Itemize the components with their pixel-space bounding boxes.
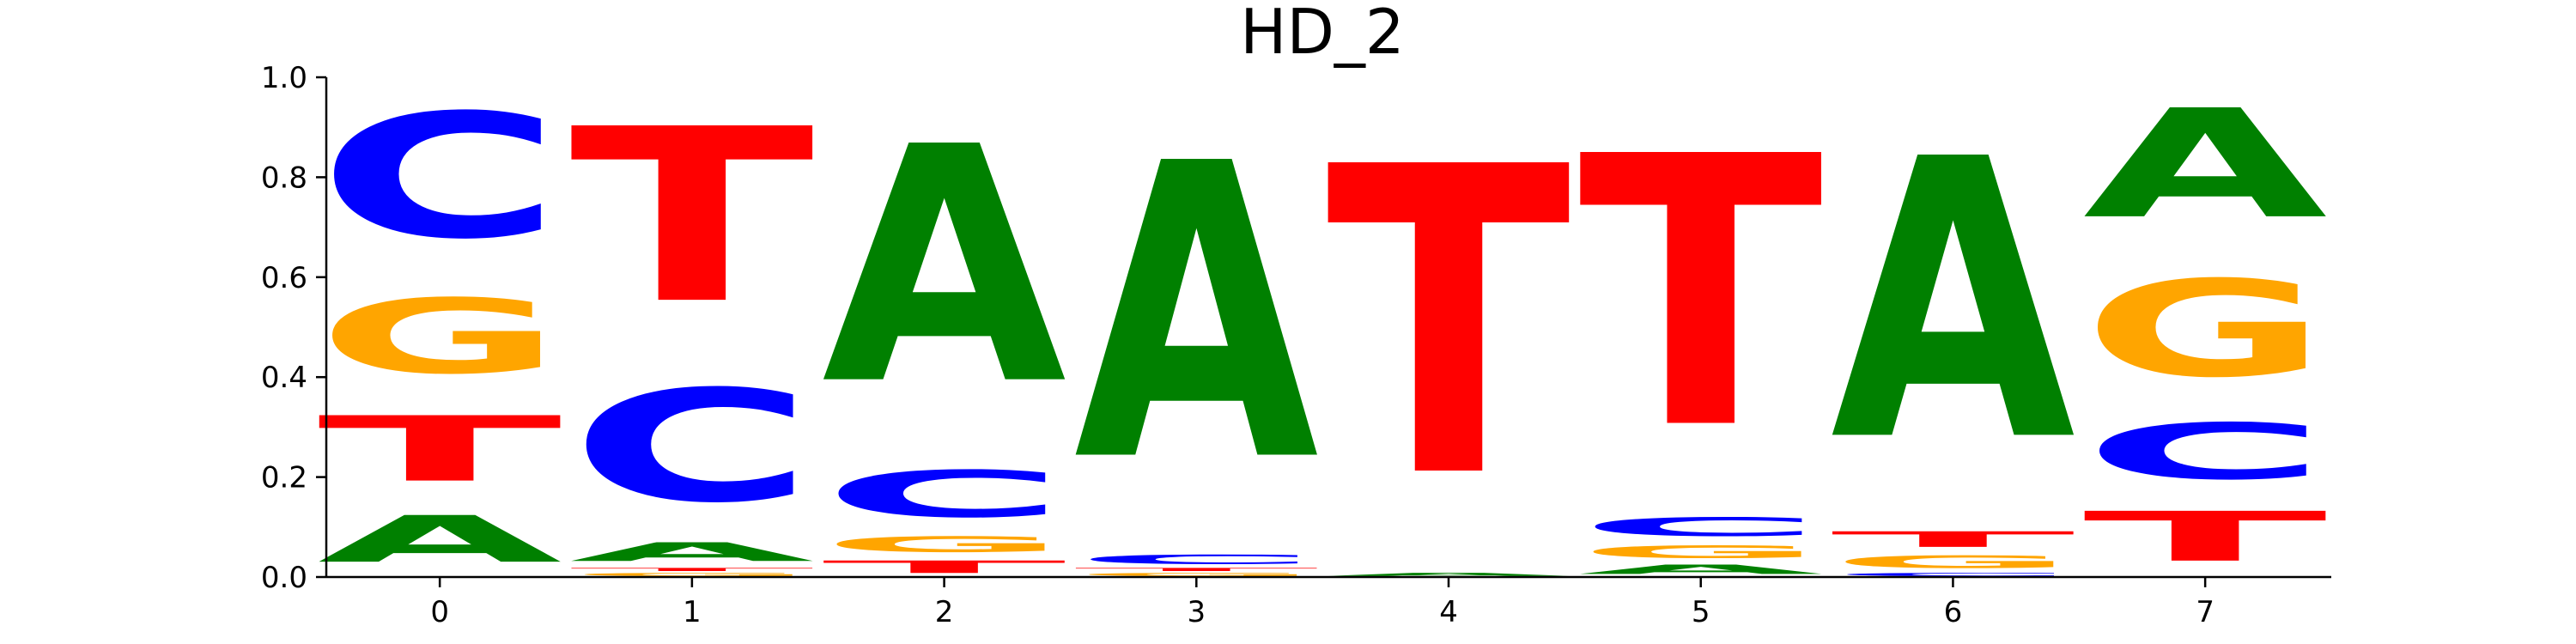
logo-letter-t: T <box>2083 497 2330 577</box>
x-tick-label: 1 <box>683 595 702 629</box>
logo-letter-t: T <box>1578 79 1825 512</box>
logo-letter-t: T <box>1831 527 2077 552</box>
x-tick-label: 0 <box>430 595 449 629</box>
logo-letter-t: T <box>318 398 564 502</box>
x-tick-label: 6 <box>1944 595 1963 629</box>
logo-letter-g: G <box>2083 253 2328 407</box>
logo-letter-c: C <box>822 458 1066 532</box>
chart-title: HD_2 <box>1240 0 1404 68</box>
logo-letter-c: C <box>1074 552 1319 567</box>
x-tick-label: 7 <box>2196 595 2215 629</box>
logo-letter-a: A <box>1831 78 2078 526</box>
logo-letter-a: A <box>569 538 817 568</box>
logo-letter-g: G <box>822 532 1066 557</box>
logo-letter-a: A <box>318 502 565 577</box>
logo-letter-t: T <box>569 567 816 572</box>
logo-letter-a: A <box>822 78 1069 456</box>
logo-letter-t: T <box>1074 567 1321 572</box>
x-tick-label: 2 <box>935 595 954 629</box>
x-tick-label: 4 <box>1439 595 1458 629</box>
axes <box>325 77 2331 579</box>
y-tick-label: 0.6 <box>261 261 307 295</box>
y-tick-label: 0.8 <box>261 161 307 195</box>
x-tick-label: 3 <box>1187 595 1206 629</box>
logo-letter-a: A <box>1327 572 1574 577</box>
logo-letter-c: C <box>569 358 814 538</box>
x-axis-ticks: 0 1 2 3 4 5 6 7 <box>430 577 2215 629</box>
y-tick-label: 0.0 <box>261 561 307 595</box>
logo-letter-a: A <box>2083 77 2330 252</box>
logo-letter-g: G <box>1578 542 1823 562</box>
logo-letter-t: T <box>1327 78 1573 571</box>
logo-letter-c: C <box>1578 512 1823 542</box>
logo-letter-a: A <box>1074 78 1321 550</box>
logo-letter-c: C <box>1831 572 2075 577</box>
logo-letter-g: G <box>1831 552 2075 572</box>
logo-letter-c: C <box>318 78 562 277</box>
logo-letter-g: G <box>318 277 562 397</box>
y-tick-label: 1.0 <box>261 61 307 95</box>
x-tick-label: 5 <box>1692 595 1710 629</box>
logo-letter-g: G <box>1074 572 1319 577</box>
logo-letter-t: T <box>569 78 816 356</box>
y-tick-label: 0.4 <box>261 361 307 395</box>
logo-letter-a: A <box>1578 562 1826 577</box>
y-tick-label: 0.2 <box>261 461 307 495</box>
logo-letter-g: G <box>569 572 814 577</box>
logo-letter-c: C <box>2083 408 2328 497</box>
y-axis-ticks: 0.0 0.2 0.4 0.6 0.8 1.0 <box>261 61 326 595</box>
logo-letter-t: T <box>822 557 1068 577</box>
